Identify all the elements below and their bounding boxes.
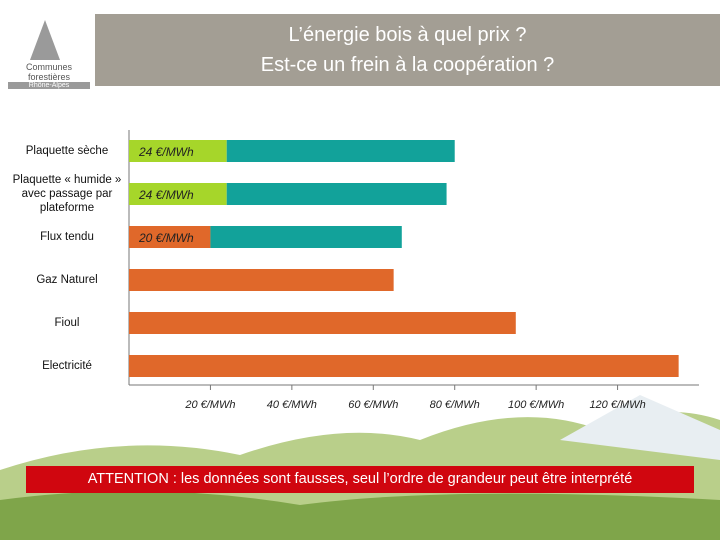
x-tick-label: 120 €/MWh xyxy=(589,399,645,411)
bar-segment xyxy=(226,140,455,162)
x-tick-label: 40 €/MWh xyxy=(267,399,317,411)
bar-segment xyxy=(210,226,402,248)
x-tick-label: 60 €/MWh xyxy=(348,399,398,411)
category-label: Plaquette sèche xyxy=(25,145,109,157)
category-label: Electricité xyxy=(42,360,92,372)
bar-segment xyxy=(129,183,227,205)
bar-segment xyxy=(129,269,394,291)
hills-front xyxy=(0,491,720,540)
x-tick-label: 20 €/MWh xyxy=(184,399,235,411)
category-label: Plaquette « humide » avec passage par pl… xyxy=(12,174,122,214)
category-label: Flux tendu xyxy=(40,231,94,243)
category-label: Gaz Naturel xyxy=(36,274,98,286)
category-label: Fioul xyxy=(54,317,80,329)
bar-segment xyxy=(129,140,227,162)
bar-segment xyxy=(129,355,679,377)
warning-banner: ATTENTION : les données sont fausses, se… xyxy=(26,466,694,493)
title-line: Est-ce un frein à la coopération ? xyxy=(260,54,555,76)
bar-segment xyxy=(129,226,211,248)
x-tick-label: 80 €/MWh xyxy=(430,399,480,411)
value-label: 24 €/MWh xyxy=(138,188,194,202)
bar-segment xyxy=(226,183,447,205)
bar-segment xyxy=(129,312,516,334)
value-label: 20 €/MWh xyxy=(138,231,194,245)
logo-icon xyxy=(30,20,60,60)
title-box: L’énergie bois à quel prix ? Est-ce un f… xyxy=(95,14,720,86)
value-label: 24 €/MWh xyxy=(138,145,194,159)
x-tick-label: 100 €/MWh xyxy=(508,399,564,411)
logo: Communes forestières Rhône-Alpes xyxy=(8,12,90,89)
title-line: L’énergie bois à quel prix ? xyxy=(288,24,527,46)
logo-region: Rhône-Alpes xyxy=(8,82,90,89)
mountain xyxy=(560,395,720,460)
logo-name: Communes forestières xyxy=(25,62,72,82)
